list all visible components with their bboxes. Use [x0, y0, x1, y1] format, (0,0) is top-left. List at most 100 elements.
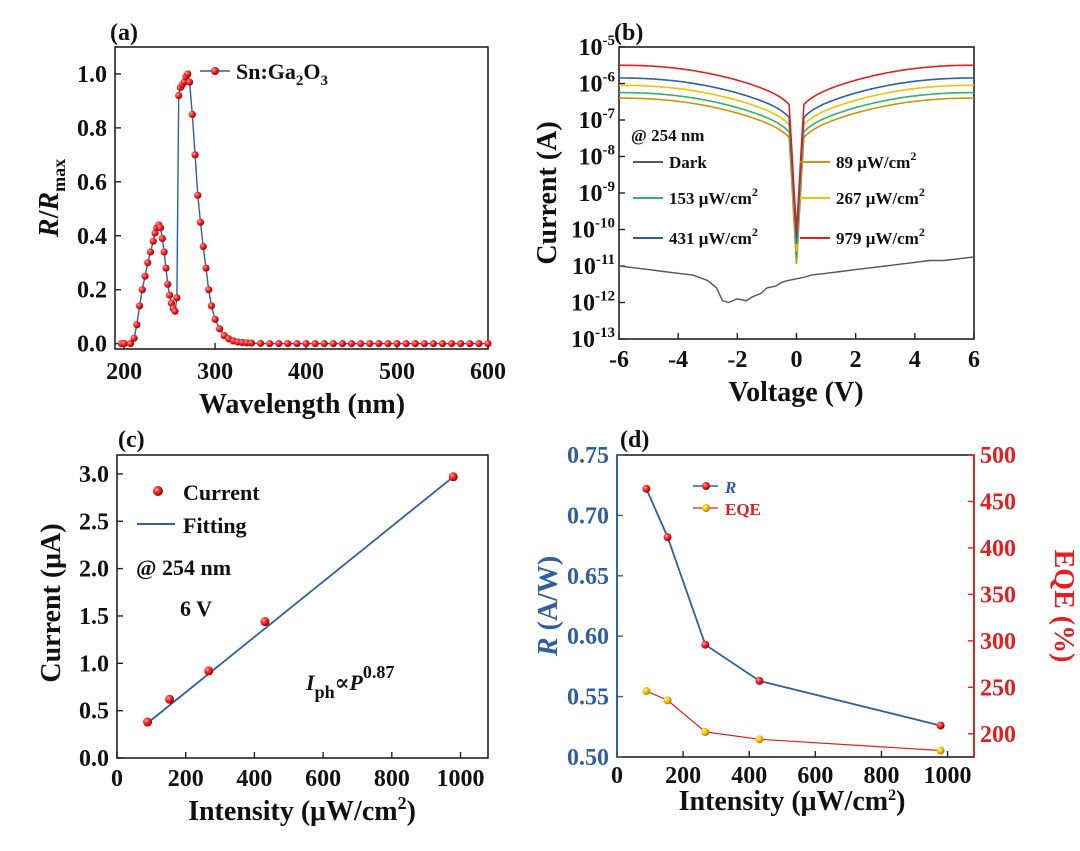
chart-b-series-5 [619, 64, 974, 232]
chart-a-ytick-label: 1.0 [77, 62, 107, 88]
chart-a-point [138, 286, 146, 294]
chart-d-ytick-right-label: 300 [980, 629, 1016, 655]
chart-a-point [186, 78, 194, 86]
chart-a-point [293, 340, 301, 348]
chart-b-series-1 [619, 97, 974, 265]
chart-b-series-dark [618, 256, 975, 304]
chart-d-point-r [701, 640, 710, 649]
chart-d-ytick-right-label: 500 [980, 443, 1016, 469]
chart-a-point [130, 334, 138, 342]
chart-a-xtick-label: 600 [470, 359, 506, 385]
chart-a-series-line [121, 72, 488, 345]
chart-a-ytick-label: 0.6 [77, 170, 107, 196]
chart-a-point [196, 218, 205, 226]
chart-d-point-eqe [663, 696, 672, 705]
chart-c-point [204, 666, 214, 676]
chart-b-xlabel: Voltage (V) [728, 377, 863, 408]
chart-a-ytick-label: 0.0 [77, 332, 107, 358]
chart-a-point [475, 340, 483, 348]
chart-b-ylabel: Current (A) [532, 121, 563, 264]
chart-d-point-r [755, 676, 764, 685]
chart-a-point [284, 340, 292, 348]
chart-a-point [420, 340, 428, 348]
chart-a-point [149, 237, 157, 245]
chart-a-point [162, 264, 170, 272]
chart-d-ylabel-left: R (A/W) [533, 556, 564, 657]
chart-d: 0 200 400 600 800 1000 0.50 0.55 0.60 0.65 0.70 0.7… [533, 443, 1079, 817]
chart-c-ylabel: Current (μA) [36, 523, 67, 682]
chart-d-ytick-left-label: 0.75 [567, 443, 609, 469]
chart-a-xtick-label: 500 [379, 359, 415, 385]
chart-a-point [191, 151, 199, 159]
chart-a-point [256, 339, 265, 347]
chart-c-frame [116, 454, 489, 759]
chart-c-xtick-label: 200 [168, 766, 204, 792]
chart-d-series-eqe-line [646, 690, 941, 752]
chart-a-point [411, 340, 419, 348]
panel-b-label: (b) [614, 20, 643, 46]
chart-a-point [275, 340, 283, 348]
legend-marker [211, 67, 219, 75]
chart-b-xtick-label: -4 [668, 347, 688, 373]
chart-d-ytick-right-label: 250 [980, 675, 1016, 701]
chart-d-xtick-label: 600 [797, 763, 833, 789]
chart-a-point [347, 340, 356, 348]
chart-a-point [375, 340, 383, 348]
chart-c-point [448, 472, 458, 482]
legend-label-eqe: EQE [725, 500, 761, 519]
chart-d-xlabel: Intensity (μW/cm2) [679, 786, 906, 817]
chart-c-point [143, 717, 153, 727]
chart-a-point [158, 234, 166, 243]
chart-b-legend-label: 431 μW/cm2 [669, 225, 758, 248]
chart-b-xtick-label: 4 [909, 347, 921, 373]
chart-d-ytick-left-label: 0.70 [567, 503, 609, 529]
chart-c-xtick-label: 1000 [437, 766, 485, 792]
chart-a-point [448, 340, 456, 348]
chart-b-xtick-label: 6 [968, 347, 980, 373]
chart-d-series-r-line [645, 488, 941, 727]
chart-c: 0 200 400 600 800 1000 0.0 0.5 1.0 1.5 2.0 2.5 3.0 I… [36, 454, 489, 827]
chart-a: 200 300 400 500 600 0.0 0.2 0.4 0.6 0.8 1.0 Wavele… [34, 46, 506, 420]
panel-d-label: (d) [620, 427, 649, 453]
chart-b-legend: Dark 89 μW/cm2 153 μW/cm2 267 μW/cm2 431 μW/… [633, 149, 925, 248]
chart-a-point [171, 307, 179, 315]
chart-d-ytick-left-label: 0.60 [567, 624, 609, 650]
chart-d-ytick-left-label: 0.50 [567, 745, 609, 771]
chart-a-point [429, 340, 438, 348]
chart-b-xtick-label: -6 [609, 347, 629, 373]
chart-b-ytick-label: 10-11 [572, 252, 615, 280]
chart-c-annotation-wavelength: @ 254 nm [136, 555, 231, 580]
chart-d-point-eqe [936, 746, 945, 755]
chart-d-point-eqe [701, 727, 710, 736]
chart-c-point [165, 694, 175, 704]
chart-b-legend-label: 267 μW/cm2 [836, 185, 925, 208]
chart-d-xtick-label: 0 [611, 763, 623, 789]
chart-a-xtick-label: 400 [288, 359, 324, 385]
chart-d-ytick-right-label: 400 [980, 536, 1016, 562]
chart-a-point [141, 272, 149, 280]
chart-d-point-eqe [755, 735, 764, 744]
chart-c-xtick-label: 600 [305, 766, 341, 792]
chart-c-ytick-label: 3.0 [79, 462, 109, 488]
chart-a-point [211, 315, 219, 323]
panel-c-label: (c) [118, 427, 145, 453]
chart-d-xtick-label: 800 [863, 763, 899, 789]
chart-a-point [188, 110, 196, 119]
chart-a-point [311, 340, 319, 348]
chart-b-annotation: @ 254 nm [631, 126, 704, 145]
chart-a-ytick-label: 0.8 [77, 116, 107, 142]
chart-a-point [194, 191, 202, 199]
chart-a-point [165, 291, 174, 299]
chart-c-fit-line [147, 476, 454, 724]
legend-marker-current [153, 486, 163, 496]
chart-a-point [144, 259, 152, 267]
chart-a-point [484, 340, 492, 348]
chart-a-point [366, 340, 374, 348]
chart-a-legend: Sn:Ga2O3 [200, 59, 328, 89]
chart-d-ytick-left-label: 0.65 [567, 564, 609, 590]
chart-a-xtick-label: 200 [106, 359, 142, 385]
chart-a-point [393, 340, 401, 348]
chart-b-ytick-label: 10-5 [579, 33, 616, 61]
chart-c-xtick-label: 800 [374, 766, 410, 792]
